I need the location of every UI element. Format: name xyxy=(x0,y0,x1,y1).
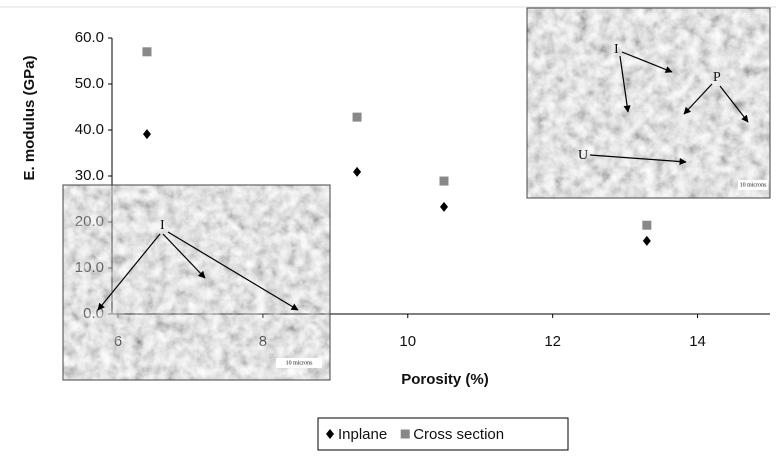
data-point xyxy=(142,129,151,140)
data-point xyxy=(642,220,652,230)
data-point xyxy=(353,166,362,177)
data-point xyxy=(352,112,362,122)
inset-scale: 10 microns xyxy=(740,182,767,188)
legend-label: Cross section xyxy=(413,426,504,443)
y-tick-label: 50.0 xyxy=(75,75,104,92)
legend: Inplane Cross section xyxy=(317,417,569,451)
data-point xyxy=(440,201,448,212)
inset-label: P xyxy=(713,70,721,85)
x-axis-title: Porosity (%) xyxy=(401,371,489,388)
y-axis-title: E. modulus (GPa) xyxy=(21,55,38,180)
x-tick-label: 12 xyxy=(544,333,561,350)
data-point xyxy=(439,176,449,186)
inset-image-2: I P U 10 microns xyxy=(526,7,771,199)
y-tick-label: 60.0 xyxy=(75,29,104,46)
legend-label: Inplane xyxy=(338,426,387,443)
legend-marker xyxy=(326,429,334,439)
inset-label: I xyxy=(614,42,619,57)
inset-label: I xyxy=(160,218,165,233)
data-point xyxy=(142,47,152,57)
x-tick-label: 10 xyxy=(399,333,416,350)
y-tick-label: 40.0 xyxy=(75,121,104,138)
data-point xyxy=(642,235,651,246)
legend-marker xyxy=(400,429,410,439)
inset-image-1: I 10 microns xyxy=(62,184,331,381)
x-tick-label: 14 xyxy=(689,333,706,350)
y-tick-label: 30.0 xyxy=(75,167,104,184)
inset-scale: 10 microns xyxy=(286,360,313,366)
inset-label: U xyxy=(578,148,588,163)
